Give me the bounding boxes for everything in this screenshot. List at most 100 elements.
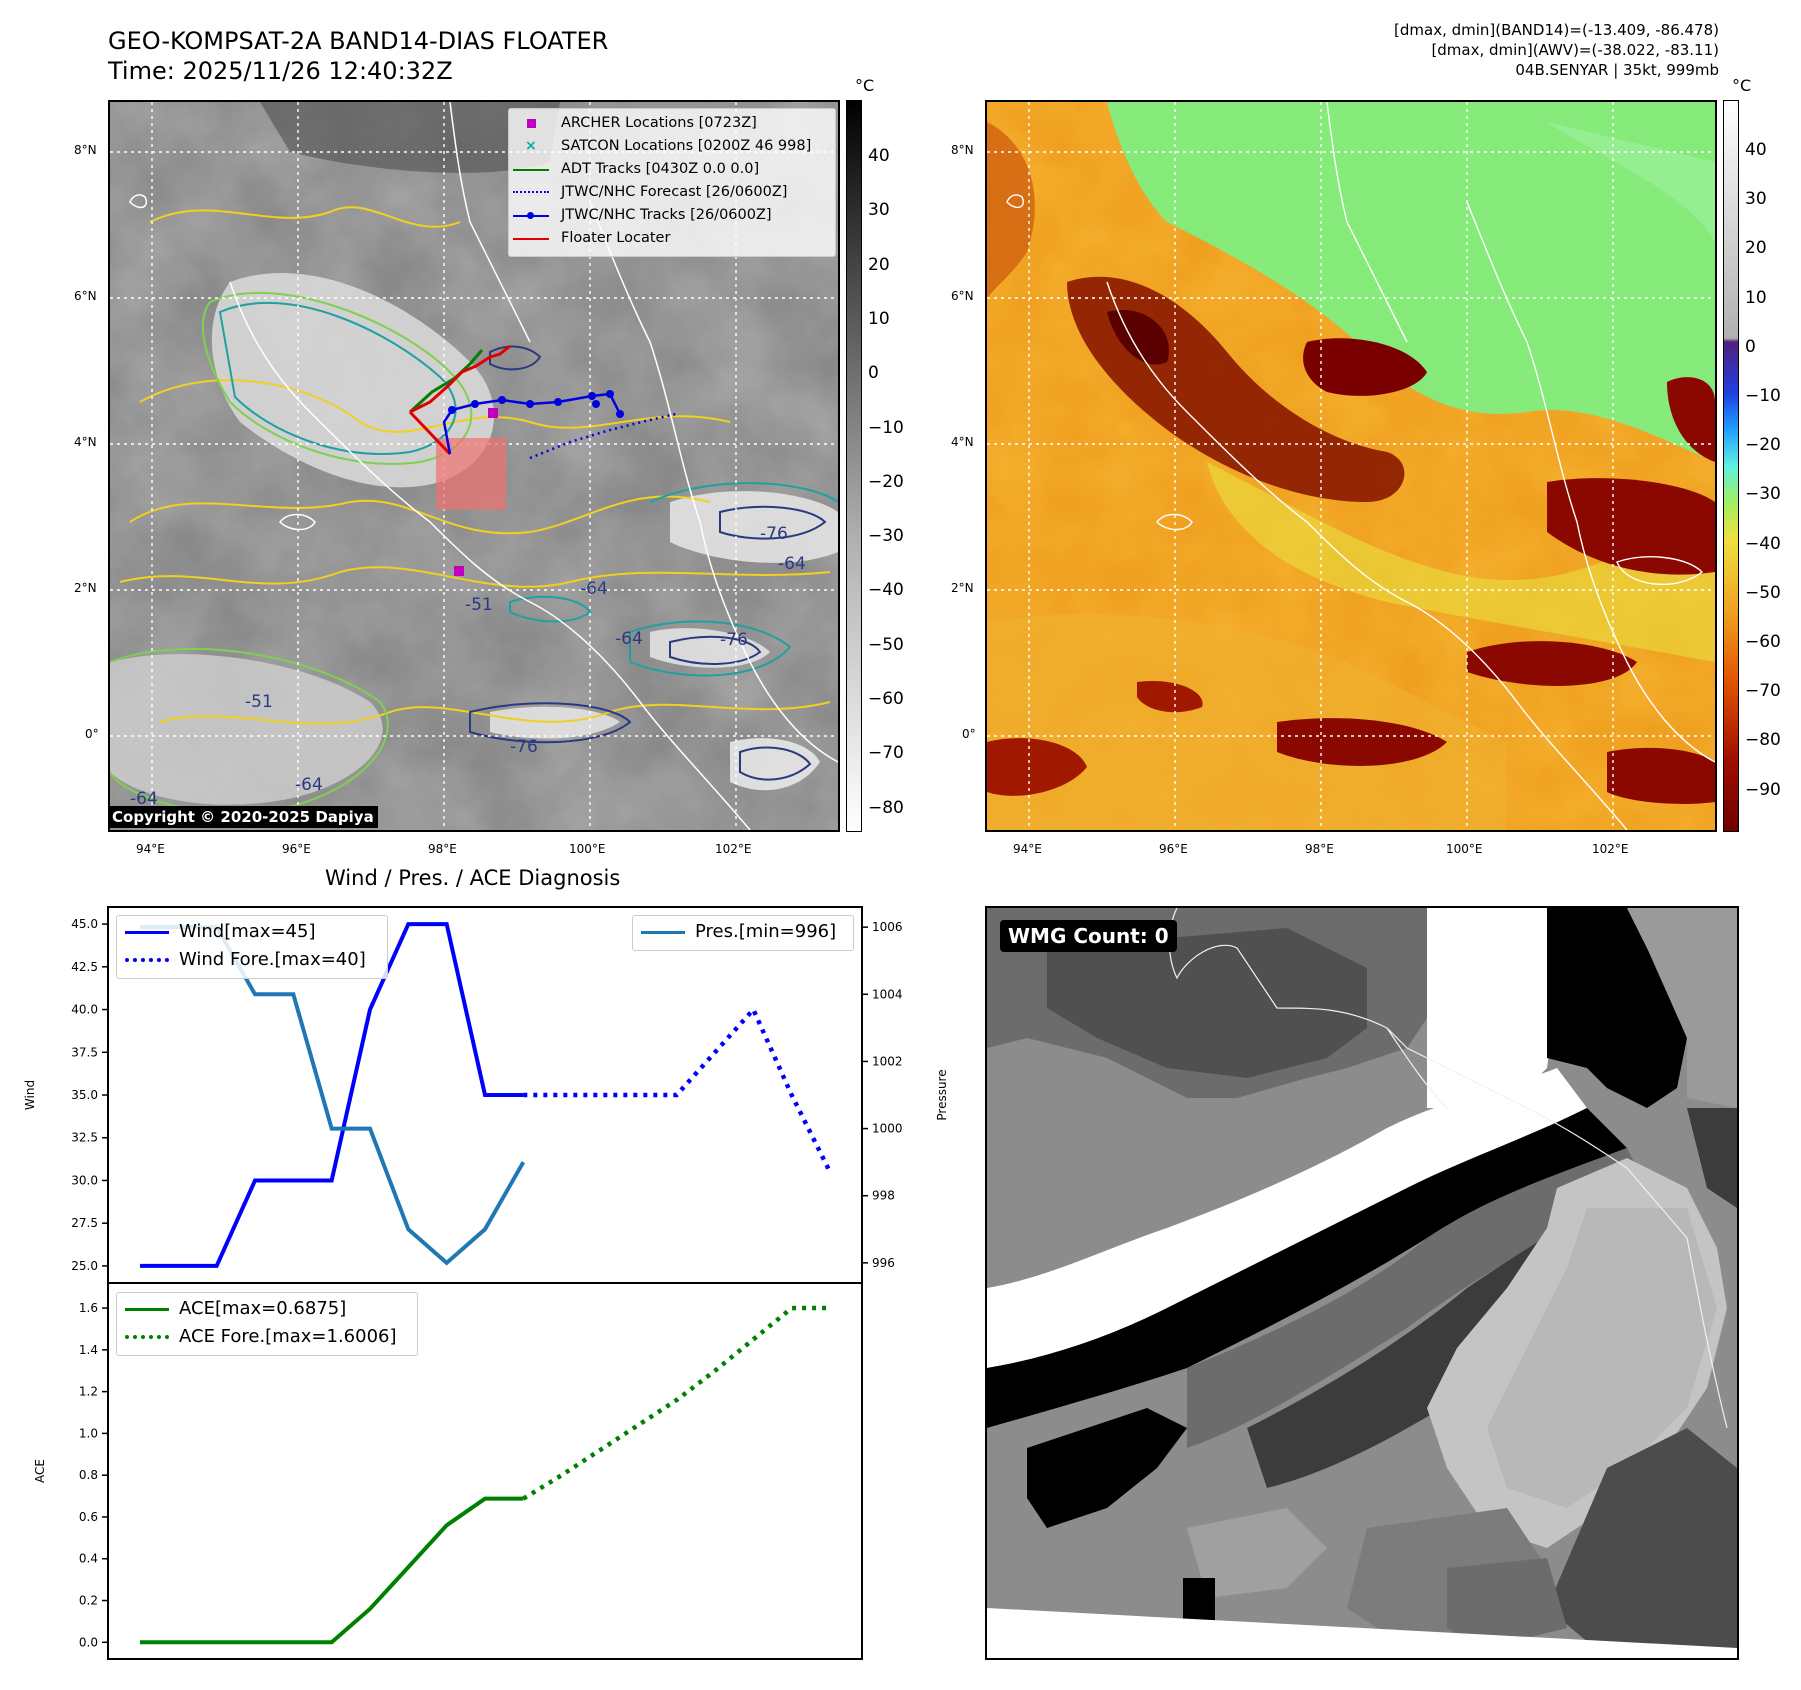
wv-lat-label: 6°N (951, 289, 974, 303)
wv-colorbar-tick: −90 (1745, 779, 1781, 800)
ir-lon-label: 94°E (136, 842, 165, 856)
ir-colorbar-tick: −40 (868, 580, 904, 601)
series-line-0 (140, 922, 524, 1268)
contour-label: -64 (778, 554, 806, 574)
contour-label: -64 (130, 789, 158, 809)
archer-location (488, 408, 498, 418)
ir-colorbar-tick: −80 (868, 797, 904, 818)
wmg-image (987, 908, 1737, 1658)
ir-colorbar-tick: 30 (868, 200, 890, 221)
ace-ytick-label: 0.6 (79, 1510, 98, 1524)
wind-ytick-label: 37.5 (71, 1045, 98, 1059)
wind-ytick-label: 30.0 (71, 1173, 98, 1187)
wv-map-panel (985, 100, 1717, 832)
wv-lon-label: 96°E (1159, 842, 1188, 856)
ace-ytick-label: 0.8 (79, 1468, 98, 1482)
pressure-ylabel: Pressure (935, 1069, 949, 1120)
legend-entry-jtwc-forecast: JTWC/NHC Forecast [26/0600Z] (509, 181, 835, 204)
ir-lat-label: 0° (85, 727, 99, 741)
legend-marker-line (125, 1308, 169, 1311)
wv-lat-label: 8°N (951, 143, 974, 157)
wv-lon-label: 100°E (1446, 842, 1483, 856)
contour-label: -51 (245, 692, 273, 712)
legend-entry-adt: ADT Tracks [0430Z 0.0 0.0] (509, 158, 835, 181)
ir-map-panel: -76 -64 -51 -64 -76 -64 -51 -64 -76 -64 (108, 100, 840, 832)
ir-colorbar-unit: °C (855, 76, 875, 95)
wv-colorbar-tick: 40 (1745, 140, 1767, 160)
legend-entry-ace: ACE[max=0.6875] (117, 1295, 417, 1323)
ir-colorbar-tick: −30 (868, 526, 904, 547)
legend-marker-line (513, 238, 549, 240)
ir-colorbar (846, 100, 862, 832)
wv-colorbar-tick: 0 (1745, 336, 1756, 357)
ace-series-line-1 (522, 1305, 831, 1501)
jtwc-track-points (448, 390, 624, 418)
ir-map-legend: ARCHER Locations [0723Z] × SATCON Locati… (508, 108, 836, 257)
ir-colorbar-tick: 40 (868, 146, 890, 166)
wind-legend: Wind[max=45] Wind Fore.[max=40] (116, 915, 388, 979)
stats-readout: [dmax, dmin](BAND14)=(-13.409, -86.478) … (1394, 20, 1719, 80)
legend-marker-line (513, 169, 549, 171)
wv-colorbar-unit: °C (1732, 76, 1752, 95)
legend-marker-dotted (125, 958, 169, 962)
ir-colorbar-tick: 10 (868, 308, 890, 329)
archer-location (454, 566, 464, 576)
contour-labels: -76 -64 -51 -64 -76 -64 -51 -64 -76 -64 (130, 524, 806, 809)
pressure-ytick-label: 998 (872, 1189, 895, 1203)
wind-pressure-plot: 45.0 42.5 40.0 37.5 35.0 32.5 30.0 27.5 25.0 1006… (71, 917, 902, 1273)
ir-lon-label: 100°E (569, 842, 606, 856)
wv-colorbar-tick: 20 (1745, 238, 1767, 259)
ace-ytick-label: 1.4 (79, 1343, 98, 1357)
wv-colorbar-tick: −10 (1745, 386, 1781, 406)
copyright-label: Copyright © 2020-2025 Dapiya (108, 806, 378, 828)
legend-entry-satcon: × SATCON Locations [0200Z 46 998] (509, 135, 835, 158)
wv-colorbar-tick: −30 (1745, 484, 1781, 505)
ir-lon-label: 102°E (715, 842, 752, 856)
pressure-ytick-label: 1002 (872, 1054, 903, 1068)
ir-colorbar-tick: −60 (868, 689, 904, 709)
wind-ytick-label: 40.0 (71, 1003, 98, 1017)
pressure-ytick-label: 1000 (872, 1122, 903, 1136)
ace-ytick-label: 1.2 (79, 1385, 98, 1399)
legend-marker-x: × (525, 138, 537, 154)
ir-colorbar-tick: −50 (868, 634, 904, 655)
ace-ytick-label: 0.0 (79, 1635, 98, 1649)
ace-ytick-label: 1.0 (79, 1426, 98, 1440)
wv-lon-label: 102°E (1592, 842, 1629, 856)
wind-ytick-label: 25.0 (71, 1259, 98, 1273)
wind-ytick-label: 32.5 (71, 1131, 98, 1145)
legend-marker-dotted (125, 1335, 169, 1339)
pressure-legend: Pres.[min=996] (632, 915, 854, 951)
ir-lat-label: 8°N (74, 143, 97, 157)
stats-line-2: [dmax, dmin](AWV)=(-38.022, -83.11) (1431, 41, 1719, 59)
legend-marker-line (125, 931, 169, 934)
legend-marker-dotted (513, 191, 549, 193)
wind-ytick-label: 35.0 (71, 1088, 98, 1102)
legend-entry-ace-forecast: ACE Fore.[max=1.6006] (117, 1323, 417, 1351)
wv-colorbar (1723, 100, 1739, 832)
wv-colorbar-tick: 30 (1745, 189, 1767, 210)
ir-lon-label: 98°E (428, 842, 457, 856)
ir-colorbar-tick: −70 (868, 743, 904, 764)
diagnosis-chart: 45.0 42.5 40.0 37.5 35.0 32.5 30.0 27.5 25.0 1006… (23, 906, 949, 1660)
ir-lat-label: 6°N (74, 289, 97, 303)
legend-marker-dot (527, 212, 534, 219)
ir-colorbar-tick: 20 (868, 254, 890, 275)
wv-lon-label: 98°E (1305, 842, 1334, 856)
ir-colorbar-tick: 0 (868, 363, 879, 384)
wv-lat-label: 0° (962, 727, 976, 741)
ace-ytick-label: 0.2 (79, 1594, 98, 1608)
ir-lon-label: 96°E (282, 842, 311, 856)
wv-colorbar-tick: −50 (1745, 582, 1781, 603)
ace-series-line-0 (140, 1496, 524, 1645)
pressure-ytick-label: 1004 (872, 987, 903, 1001)
ace-plot: 1.6 1.4 1.2 1.0 0.8 0.6 0.4 0.2 0.0 (79, 1301, 831, 1649)
wmg-count-badge: WMG Count: 0 (1000, 920, 1177, 952)
legend-entry-wind-forecast: Wind Fore.[max=40] (117, 946, 387, 974)
contour-label: -51 (465, 595, 493, 615)
ir-colorbar-tick: −10 (868, 417, 904, 438)
contour-label: -64 (580, 579, 608, 599)
figure-title: GEO-KOMPSAT-2A BAND14-DIAS FLOATER Time:… (108, 26, 608, 86)
wind-ytick-label: 45.0 (71, 917, 98, 931)
wv-map-image (987, 102, 1715, 830)
